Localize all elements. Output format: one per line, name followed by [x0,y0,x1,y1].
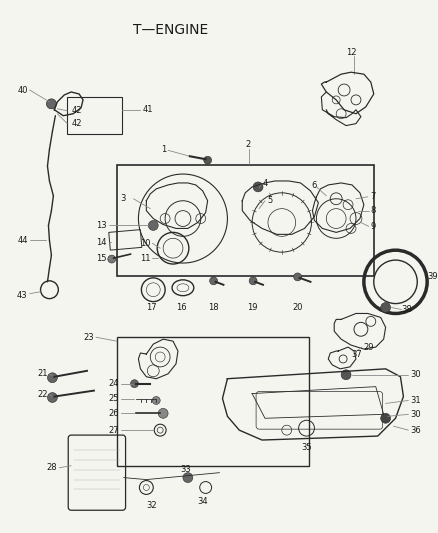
Text: T—ENGINE: T—ENGINE [134,23,209,37]
Text: 28: 28 [47,463,57,472]
Text: 43: 43 [17,291,28,300]
Text: 17: 17 [146,303,157,312]
Circle shape [381,413,391,423]
Text: 32: 32 [146,501,157,510]
Text: 44: 44 [17,236,28,245]
Text: 22: 22 [37,390,47,399]
Circle shape [204,156,212,164]
Text: 18: 18 [208,303,218,312]
Text: 33: 33 [180,465,191,474]
Circle shape [381,303,391,312]
Circle shape [108,255,116,263]
Text: 4: 4 [263,180,268,189]
Text: 27: 27 [108,426,119,434]
Text: 30: 30 [410,410,421,419]
Circle shape [47,373,57,383]
Bar [117,165,374,276]
Text: 34: 34 [198,497,208,506]
Text: 42: 42 [71,106,82,115]
Bar [109,230,142,250]
Circle shape [341,370,351,379]
Text: 1: 1 [161,145,166,154]
Text: 35: 35 [302,443,312,453]
Text: 31: 31 [410,396,421,405]
Circle shape [183,473,193,482]
Text: 26: 26 [108,409,119,418]
Circle shape [131,379,138,387]
Circle shape [47,393,57,402]
Text: 37: 37 [351,350,362,359]
Text: 7: 7 [371,192,376,201]
Text: 25: 25 [108,394,119,403]
Circle shape [152,397,160,405]
Text: 13: 13 [96,221,107,230]
Circle shape [293,273,302,281]
Text: 20: 20 [293,303,303,312]
Text: 15: 15 [96,254,107,263]
Circle shape [46,99,57,109]
Text: 16: 16 [176,303,187,312]
Bar [117,337,310,466]
Text: 21: 21 [37,369,47,378]
Text: 8: 8 [371,206,376,215]
Text: 14: 14 [96,238,107,247]
Text: 36: 36 [410,426,421,434]
Text: 39: 39 [427,272,438,281]
Text: 6: 6 [311,181,316,190]
Circle shape [148,221,158,230]
Text: 9: 9 [371,222,376,231]
Text: 3: 3 [120,194,126,203]
Text: 40: 40 [17,85,28,94]
Circle shape [253,182,263,192]
Text: 41: 41 [142,106,153,114]
Text: 19: 19 [247,303,258,312]
Circle shape [249,277,257,285]
Text: 10: 10 [140,239,150,248]
Text: 29: 29 [364,343,374,352]
Circle shape [210,277,218,285]
Text: 30: 30 [410,370,421,379]
Text: 2: 2 [245,140,251,149]
Text: 5: 5 [267,196,272,205]
Text: 23: 23 [83,333,94,342]
Circle shape [158,408,168,418]
Text: 38: 38 [402,305,412,314]
Bar [67,97,122,134]
Text: 12: 12 [346,48,357,57]
Text: 42: 42 [71,119,82,128]
Text: 24: 24 [108,379,119,388]
Text: 11: 11 [140,254,150,263]
